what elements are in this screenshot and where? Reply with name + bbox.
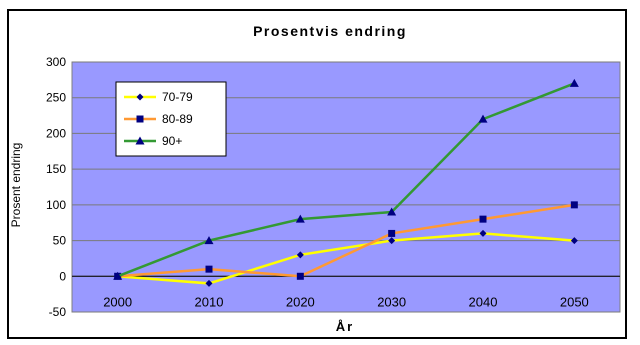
y-axis-label: Prosent endring bbox=[9, 143, 23, 228]
y-tick-label: 150 bbox=[46, 162, 66, 176]
x-tick-label: 2030 bbox=[377, 294, 406, 309]
legend-label: 70-79 bbox=[162, 90, 193, 104]
legend-item: 80-89 bbox=[124, 112, 193, 126]
data-point-marker bbox=[135, 136, 145, 145]
x-axis-tick-labels: 2000 2010 2020 2030 2040 2050 bbox=[103, 294, 589, 309]
data-point-marker bbox=[479, 229, 487, 237]
x-tick-label: 2010 bbox=[195, 294, 224, 309]
data-point-marker bbox=[295, 214, 305, 223]
series-line bbox=[117, 203, 575, 278]
data-point-marker bbox=[569, 78, 579, 87]
x-tick-label: 2040 bbox=[469, 294, 498, 309]
data-point-marker bbox=[296, 251, 304, 259]
series-line bbox=[117, 232, 575, 285]
series-lines bbox=[113, 78, 579, 287]
data-point-marker bbox=[205, 265, 213, 273]
x-tick-label: 2050 bbox=[560, 294, 589, 309]
data-point-marker bbox=[570, 237, 578, 245]
data-point-marker bbox=[388, 229, 396, 237]
data-point-marker bbox=[136, 115, 144, 123]
series-line bbox=[117, 82, 575, 278]
data-point-marker bbox=[388, 237, 396, 245]
y-tick-label: 200 bbox=[46, 126, 66, 140]
x-axis-label: År bbox=[336, 319, 354, 334]
y-tick-label: 50 bbox=[53, 234, 67, 248]
data-point-marker bbox=[205, 279, 213, 287]
data-point-marker bbox=[136, 93, 144, 101]
y-tick-label: 100 bbox=[46, 198, 66, 212]
y-tick-label: 0 bbox=[59, 269, 66, 283]
data-point-marker bbox=[113, 271, 123, 280]
y-axis-tick-labels: -50 0 50 100 150 200 250 300 bbox=[46, 55, 66, 319]
data-point-marker bbox=[479, 215, 487, 223]
chart-title: Prosentvis endring bbox=[253, 23, 407, 39]
y-tick-label: 250 bbox=[46, 91, 66, 105]
data-point-marker bbox=[204, 236, 214, 245]
series-90+ bbox=[113, 78, 579, 280]
data-point-marker bbox=[296, 272, 304, 280]
legend-item: 70-79 bbox=[124, 90, 193, 104]
legend: 70-79 80-89 90+ bbox=[115, 81, 227, 157]
legend-item: 90+ bbox=[124, 134, 182, 148]
legend-label: 80-89 bbox=[162, 112, 193, 126]
y-tick-label: -50 bbox=[49, 305, 67, 319]
data-point-marker bbox=[387, 207, 397, 216]
data-point-marker bbox=[570, 201, 578, 209]
x-tick-label: 2020 bbox=[286, 294, 315, 309]
x-tick-label: 2000 bbox=[103, 294, 132, 309]
y-tick-label: 300 bbox=[46, 55, 66, 69]
data-point-marker bbox=[478, 114, 488, 123]
legend-label: 90+ bbox=[162, 134, 182, 148]
